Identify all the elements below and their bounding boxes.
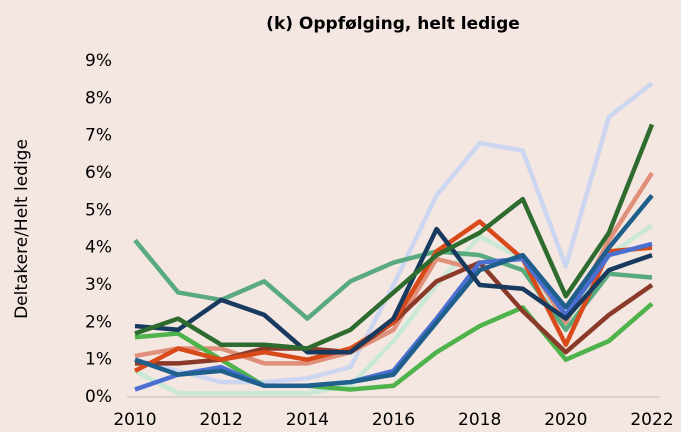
series-line — [134, 226, 653, 355]
y-tick-label: 7% — [85, 126, 112, 146]
series-line — [134, 123, 655, 351]
x-tick-label: 2012 — [200, 410, 243, 430]
x-tick-label: 2016 — [372, 410, 415, 430]
y-axis-label: Deltakere/Helt ledige — [12, 139, 32, 319]
x-tick-label: 2010 — [113, 410, 156, 430]
y-tick-label: 2% — [85, 312, 112, 332]
x-tick-label: 2014 — [286, 410, 329, 430]
x-tick-label: 2022 — [630, 410, 673, 430]
y-tick-label: 4% — [85, 238, 112, 258]
series-line — [134, 193, 654, 389]
x-tick-label: 2020 — [544, 410, 587, 430]
series-line — [134, 171, 654, 366]
chart-title: (k) Oppfølging, helt ledige — [266, 14, 520, 34]
y-tick-label: 3% — [85, 275, 112, 295]
series-line — [134, 241, 653, 392]
x-tick-label: 2018 — [458, 410, 501, 430]
y-tick-label: 8% — [85, 88, 112, 108]
y-tick-label: 1% — [85, 350, 112, 370]
y-tick-label: 0% — [85, 387, 112, 407]
y-tick-label: 5% — [85, 200, 112, 220]
y-tick-label: 9% — [85, 51, 112, 71]
series-line — [134, 81, 654, 385]
series-line — [133, 219, 653, 373]
y-tick-label: 6% — [85, 163, 112, 183]
